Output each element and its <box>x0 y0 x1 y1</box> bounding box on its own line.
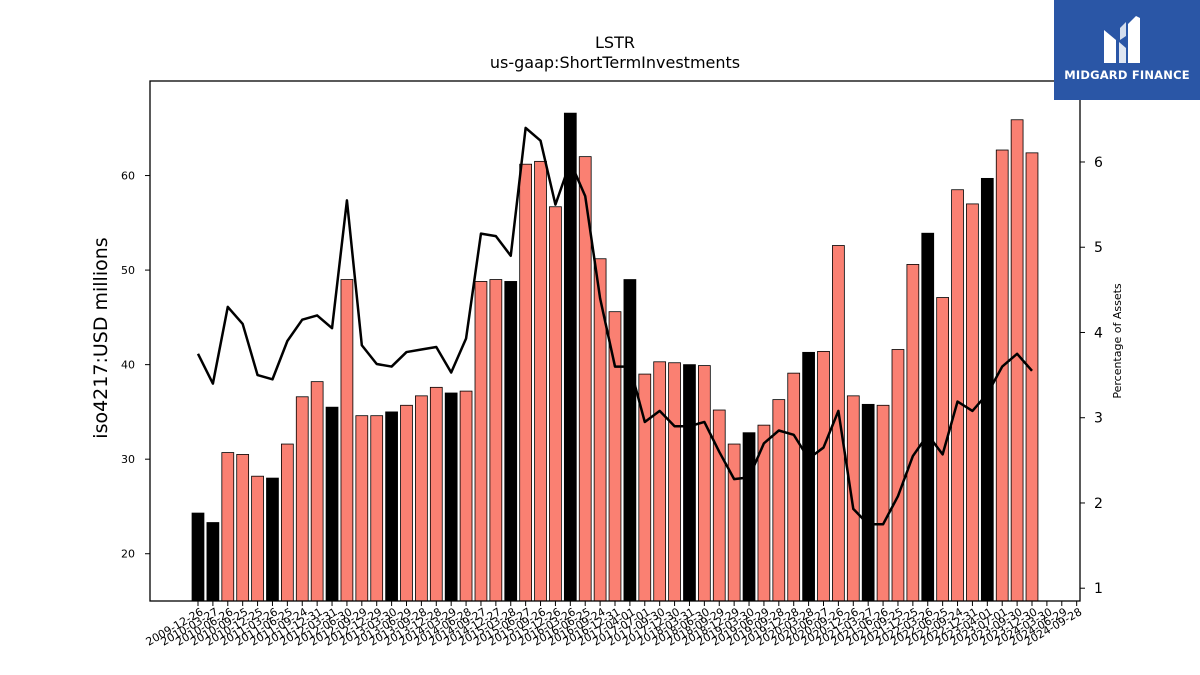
bar <box>980 177 994 602</box>
bar <box>191 512 205 602</box>
bar <box>549 206 562 602</box>
bar <box>608 311 622 602</box>
percentage-line <box>196 126 1033 526</box>
bar <box>206 522 220 602</box>
y-axis-label: iso4217:USD millions <box>90 237 112 438</box>
bar <box>489 279 503 602</box>
bar <box>712 409 726 602</box>
bar <box>444 392 458 602</box>
bar <box>370 415 384 602</box>
bar <box>266 477 279 602</box>
bar <box>921 232 935 602</box>
y2-tick-label: 3 <box>1094 411 1103 427</box>
y2-tick-label: 4 <box>1094 325 1103 341</box>
bar <box>474 281 488 602</box>
y2-tick-label: 2 <box>1094 496 1103 512</box>
bar <box>846 395 860 602</box>
y2-tick-label: 5 <box>1094 240 1103 256</box>
logo-badge: MIDGARD FINANCE <box>1054 0 1200 100</box>
bar <box>280 443 294 602</box>
bar <box>668 362 681 602</box>
bar <box>876 404 890 602</box>
bar <box>310 381 324 602</box>
y-tick-label: 20 <box>121 548 135 561</box>
bar <box>251 475 264 602</box>
bar <box>802 351 815 602</box>
bar <box>340 279 354 602</box>
y2-axis: 1 2 3 4 5 6 <box>1080 155 1103 597</box>
bar <box>861 403 875 602</box>
bar <box>966 203 979 602</box>
bar <box>653 361 667 602</box>
bar <box>415 395 428 602</box>
bar <box>400 404 413 602</box>
y2-axis-label: Percentage of Assets <box>1111 283 1124 399</box>
logo-icon <box>1104 16 1140 63</box>
bar <box>221 452 235 602</box>
bar <box>429 386 443 602</box>
y-tick-label: 50 <box>121 264 135 277</box>
logo-text: MIDGARD FINANCE <box>1064 68 1190 82</box>
x-axis: 2009-12-262010-03-272010-06-262010-09-25… <box>144 601 1084 649</box>
y-tick-label: 30 <box>121 453 135 466</box>
bar <box>593 258 607 602</box>
bar <box>355 415 369 602</box>
y2-tick-label: 6 <box>1094 155 1103 171</box>
bar <box>563 112 577 602</box>
chart-subtitle: us-gaap:ShortTermInvestments <box>490 53 740 72</box>
bar <box>504 281 518 602</box>
bar <box>325 406 339 602</box>
bar <box>519 163 533 602</box>
bar <box>951 189 964 602</box>
bar <box>385 411 398 602</box>
bar <box>727 443 741 602</box>
y-tick-label: 40 <box>121 359 135 372</box>
bar <box>906 264 920 602</box>
bar <box>459 390 473 602</box>
y-tick-label: 60 <box>121 170 135 183</box>
y2-tick-label: 1 <box>1094 581 1103 597</box>
y-axis: 20 30 40 50 60 <box>121 170 150 561</box>
bar <box>817 350 830 602</box>
bar <box>698 365 711 602</box>
bar <box>891 349 905 602</box>
bar <box>623 279 637 602</box>
chart-title: LSTR <box>595 33 635 52</box>
bar <box>1025 152 1039 602</box>
line-layer <box>196 126 1033 526</box>
bar <box>742 432 756 602</box>
bar <box>534 160 547 602</box>
bar <box>236 454 250 602</box>
bar <box>683 364 696 602</box>
bar <box>295 396 309 602</box>
bar <box>787 372 801 602</box>
bar-group <box>191 112 1039 602</box>
